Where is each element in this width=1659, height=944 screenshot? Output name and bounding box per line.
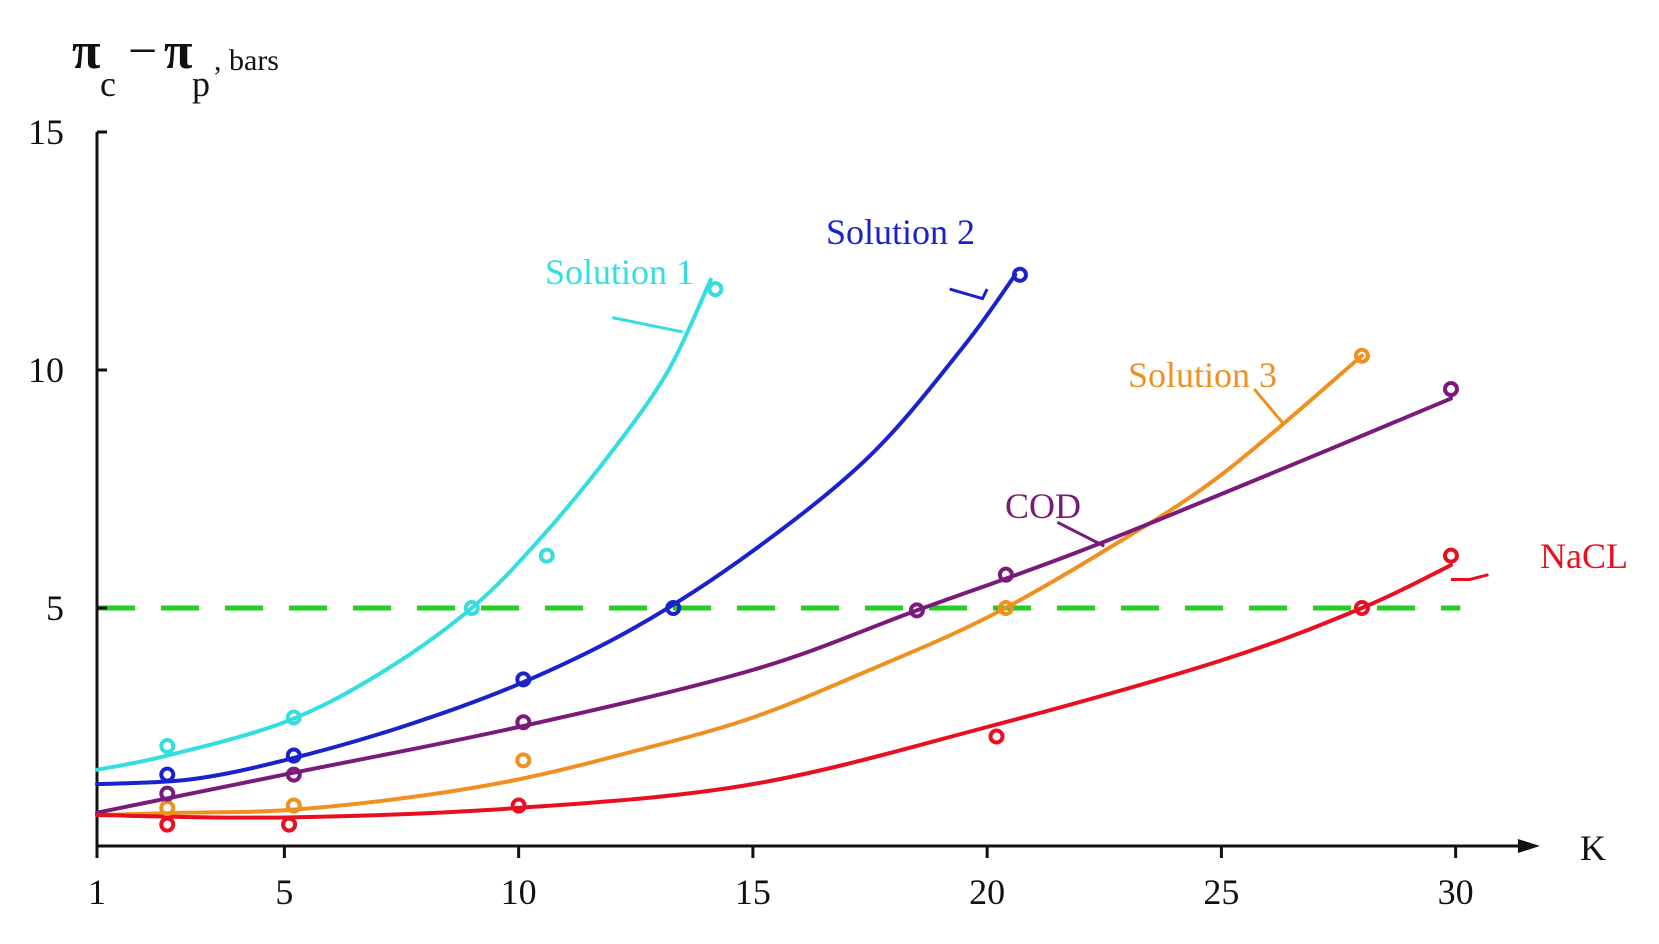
point-solution-2 [1011, 266, 1028, 283]
point-nacl [1353, 600, 1370, 616]
point-solution-1 [159, 738, 176, 755]
point-solution-1 [285, 709, 302, 726]
leader-cod [1056, 520, 1105, 548]
point-cod [908, 602, 925, 619]
point-cod [285, 766, 302, 783]
point-solution-3 [997, 600, 1014, 616]
point-cod [997, 566, 1014, 583]
label-solution-3: Solution 3 [1128, 355, 1277, 395]
curve-solution-1 [95, 277, 713, 772]
x-tick-label: 25 [1203, 872, 1239, 912]
y-tick-label: 15 [28, 112, 64, 152]
point-nacl [1442, 547, 1459, 564]
y-title-pi-p: π [164, 23, 193, 80]
curve-solution-2 [95, 272, 1018, 787]
point-cod [159, 785, 176, 802]
y-tick-label: 5 [46, 588, 64, 628]
point-solution-1 [707, 281, 724, 298]
label-nacl: NaCL [1540, 536, 1628, 576]
leader-solution-3 [1253, 388, 1284, 424]
curve-nacl [95, 563, 1453, 820]
point-nacl [281, 816, 298, 833]
point-solution-3 [159, 799, 176, 816]
x-axis-title: K [1580, 828, 1606, 868]
point-solution-2 [515, 671, 532, 688]
label-solution-1: Solution 1 [545, 252, 694, 292]
x-axis-arrow [1517, 839, 1540, 853]
point-solution-3 [1353, 347, 1370, 364]
series-curves [95, 272, 1453, 820]
point-solution-2 [665, 600, 682, 616]
x-tick-label: 1 [88, 872, 106, 912]
y-tick-label: 10 [28, 350, 64, 390]
leader-nacl [1450, 573, 1489, 581]
y-axis-title: π c − π p , bars [72, 23, 279, 104]
leader-solution-1 [612, 316, 683, 334]
y-title-minus: − [128, 23, 157, 80]
point-solution-2 [159, 766, 176, 783]
point-solution-1 [463, 600, 480, 616]
point-solution-3 [285, 797, 302, 814]
y-title-sub-c: c [100, 64, 116, 104]
point-cod [515, 714, 532, 731]
y-title-pi-c: π [72, 23, 101, 80]
label-solution-2: Solution 2 [826, 212, 975, 252]
axes [95, 132, 1540, 853]
series-labels: Solution 1 Solution 2 Solution 3 COD NaCL [545, 212, 1628, 581]
point-nacl [159, 816, 176, 833]
x-tick-label: 10 [501, 872, 537, 912]
x-tick-label: 15 [735, 872, 771, 912]
curve-solution-3 [95, 353, 1364, 818]
label-cod: COD [1005, 486, 1081, 526]
curve-cod [95, 396, 1453, 815]
y-title-sub-p: p [192, 64, 210, 104]
point-cod [1442, 381, 1459, 398]
point-nacl [510, 797, 527, 814]
y-title-units: , bars [214, 44, 279, 77]
point-solution-1 [538, 547, 555, 564]
x-tick-label: 30 [1438, 872, 1474, 912]
x-tick-label: 5 [275, 872, 293, 912]
point-nacl [988, 728, 1005, 745]
point-solution-2 [285, 747, 302, 764]
point-solution-3 [515, 752, 532, 769]
leader-solution-2 [949, 287, 989, 301]
x-tick-label: 20 [969, 872, 1005, 912]
series-points [159, 266, 1459, 833]
